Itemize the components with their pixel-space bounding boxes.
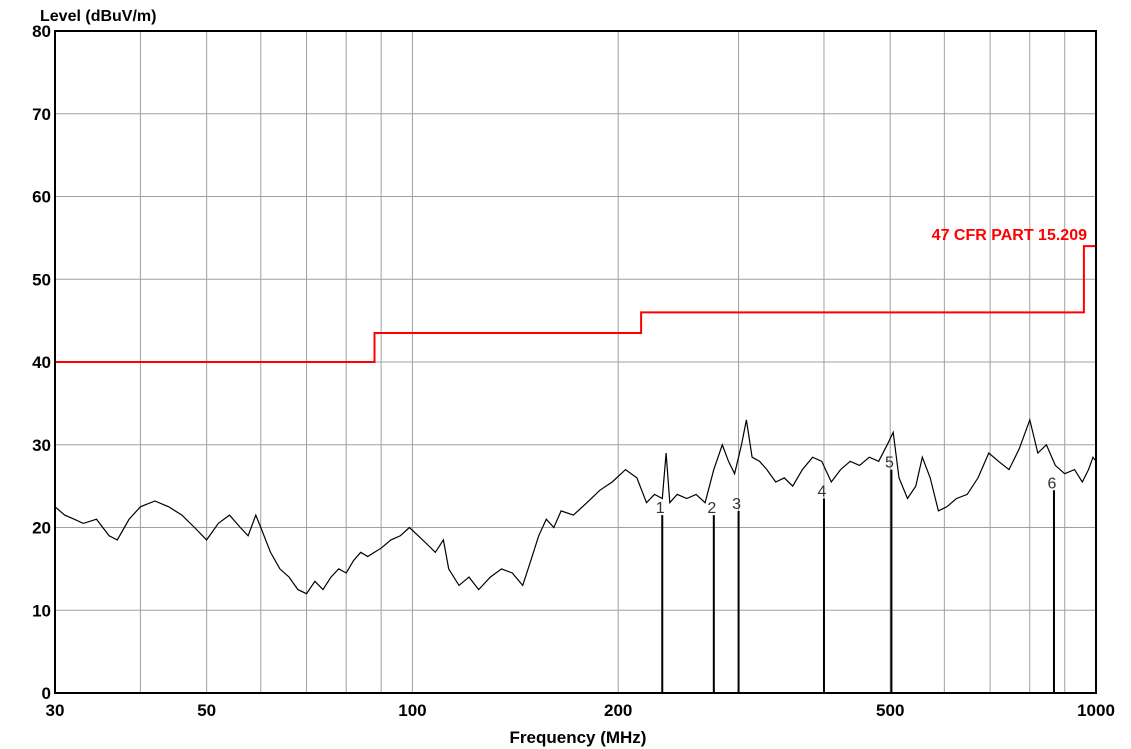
- x-tick-100: 100: [398, 701, 426, 720]
- x-tick-30: 30: [46, 701, 65, 720]
- marker-label-2: 2: [707, 500, 716, 517]
- marker-label-5: 5: [885, 455, 894, 472]
- marker-label-3: 3: [732, 496, 741, 513]
- emission-trace: [54, 417, 1097, 595]
- plot-frame: [54, 30, 1097, 694]
- marker-label-1: 1: [656, 500, 665, 517]
- x-tick-500: 500: [876, 701, 904, 720]
- y-tick-70: 70: [32, 105, 51, 124]
- y-tick-20: 20: [32, 519, 51, 538]
- y-tick-50: 50: [32, 270, 51, 289]
- x-tick-labels: 30 50 100 200 500 1000: [46, 701, 1115, 720]
- limit-line-group: 47 CFR PART 15.209: [55, 227, 1096, 363]
- x-tick-200: 200: [604, 701, 632, 720]
- x-tick-50: 50: [197, 701, 216, 720]
- limit-line-label: 47 CFR PART 15.209: [932, 227, 1087, 244]
- y-tick-40: 40: [32, 353, 51, 372]
- x-axis-label: Frequency (MHz): [510, 728, 647, 747]
- limit-line: [55, 245, 1096, 363]
- y-tick-labels: 0 10 20 30 40 50 60 70 80: [32, 22, 51, 703]
- marker-label-4: 4: [818, 484, 827, 501]
- y-tick-10: 10: [32, 601, 51, 620]
- y-tick-80: 80: [32, 22, 51, 41]
- marker-label-6: 6: [1048, 475, 1057, 492]
- y-tick-60: 60: [32, 188, 51, 207]
- x-tick-1000: 1000: [1077, 701, 1115, 720]
- y-tick-0: 0: [42, 684, 51, 703]
- y-axis-label: Level (dBuV/m): [40, 8, 156, 25]
- y-tick-30: 30: [32, 436, 51, 455]
